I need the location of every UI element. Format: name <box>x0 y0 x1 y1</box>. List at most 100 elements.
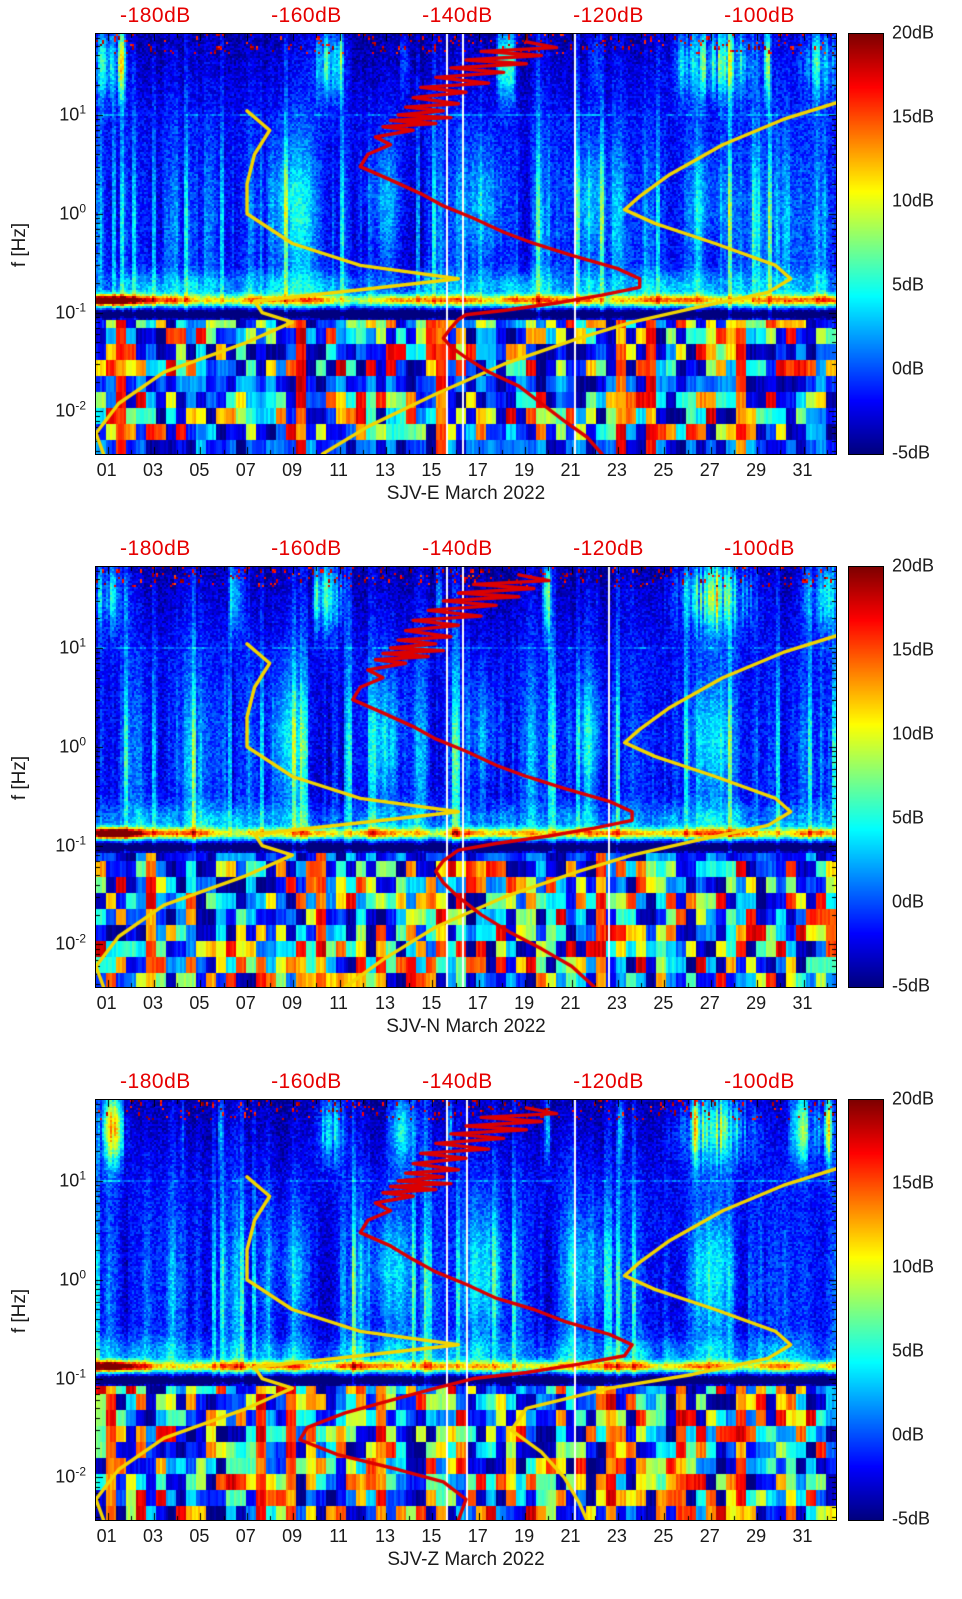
x-tick-label: 29 <box>746 993 767 1013</box>
top-db-tick-label: -120dB <box>573 1070 644 1093</box>
x-tick-label: 05 <box>189 460 210 480</box>
x-tick-label: 03 <box>142 460 163 480</box>
x-tick-label: 23 <box>606 460 627 480</box>
y-tick-label: 10-2 <box>55 398 86 421</box>
panel-title: SJV-Z March 2022 <box>387 1549 545 1570</box>
top-db-tick-label: -160dB <box>271 1070 342 1093</box>
y-tick-label: 10-1 <box>55 833 86 856</box>
x-tick-label: 09 <box>282 993 303 1013</box>
y-tick-labels: 101 100 10-1 10-2 <box>0 533 88 1066</box>
top-db-tick-label: -120dB <box>573 537 644 560</box>
colorbar-tick-label: -5dB <box>892 442 931 463</box>
x-tick-label: 15 <box>421 1526 442 1546</box>
x-tick-label: 19 <box>514 460 535 480</box>
x-tick-label: 01 <box>96 1526 117 1546</box>
top-db-axis: -180dB -160dB -140dB -120dB -100dB <box>95 1070 837 1096</box>
colorbar-gradient <box>849 1100 883 1520</box>
top-db-tick-label: -160dB <box>271 537 342 560</box>
colorbar-tick-label: -5dB <box>892 975 931 996</box>
colorbar-tick-label: 10dB <box>892 1256 935 1277</box>
x-tick-label: 13 <box>374 1526 395 1546</box>
top-db-tick-label: -180dB <box>120 537 191 560</box>
y-tick-label: 10-2 <box>55 931 86 954</box>
y-tick-labels: 101 100 10-1 10-2 <box>0 0 88 533</box>
x-tick-label: 29 <box>746 460 767 480</box>
colorbar-tick-label: 0dB <box>892 891 925 912</box>
colorbar-labels: 20dB 15dB 10dB 5dB 0dB -5dB <box>892 1089 960 1529</box>
x-tick-label: 11 <box>329 993 348 1013</box>
top-db-axis: -180dB -160dB -140dB -120dB -100dB <box>95 4 837 30</box>
x-tick-label: 27 <box>699 460 720 480</box>
top-db-tick-label: -160dB <box>271 4 342 27</box>
x-tick-label: 03 <box>142 993 163 1013</box>
spectrogram-plot <box>95 1099 837 1521</box>
x-tick-label: 19 <box>514 993 535 1013</box>
colorbar-tick-label: -5dB <box>892 1508 931 1529</box>
x-tick-label: 11 <box>329 460 348 480</box>
x-tick-label: 05 <box>189 1526 210 1546</box>
x-tick-label: 21 <box>560 1526 581 1546</box>
panel-title: SJV-N March 2022 <box>386 1016 546 1037</box>
x-tick-label: 13 <box>374 460 395 480</box>
x-tick-label: 25 <box>653 993 674 1013</box>
top-db-tick-label: -100dB <box>724 537 795 560</box>
y-tick-label: 10-1 <box>55 300 86 323</box>
top-db-tick-label: -140dB <box>422 1070 493 1093</box>
x-tick-label: 03 <box>142 1526 163 1546</box>
x-tick-label: 27 <box>699 1526 720 1546</box>
colorbar-tick-label: 5dB <box>892 1340 925 1361</box>
top-db-tick-label: -100dB <box>724 4 795 27</box>
spectrogram-panel-sjv-z: -180dB -160dB -140dB -120dB -100dB f [Hz] 10… <box>0 1066 962 1599</box>
x-tick-label: 19 <box>514 1526 535 1546</box>
colorbar-tick-label: 15dB <box>892 639 935 660</box>
x-tick-label: 05 <box>189 993 210 1013</box>
x-tick-label: 17 <box>467 460 488 480</box>
colorbar-tick-label: 0dB <box>892 1424 925 1445</box>
x-tick-label: 31 <box>792 460 813 480</box>
x-tick-label: 07 <box>235 460 256 480</box>
top-db-tick-label: -120dB <box>573 4 644 27</box>
colorbar-labels: 20dB 15dB 10dB 5dB 0dB -5dB <box>892 23 960 463</box>
x-tick-label: 21 <box>560 460 581 480</box>
x-tick-label: 25 <box>653 460 674 480</box>
y-tick-label: 10-2 <box>55 1464 86 1487</box>
x-tick-label: 17 <box>467 1526 488 1546</box>
colorbar <box>848 1099 884 1521</box>
y-tick-labels: 101 100 10-1 10-2 <box>0 1066 88 1599</box>
x-tick-label: 21 <box>560 993 581 1013</box>
y-tick-label: 100 <box>59 1267 86 1290</box>
x-tick-label: 13 <box>374 993 395 1013</box>
colorbar-tick-label: 5dB <box>892 274 925 295</box>
colorbar-gradient <box>849 34 883 454</box>
x-tick-label: 31 <box>792 993 813 1013</box>
y-tick-label: 101 <box>59 102 86 125</box>
top-db-tick-label: -140dB <box>422 4 493 27</box>
spectrogram-canvas <box>96 567 836 987</box>
x-tick-label: 09 <box>282 460 303 480</box>
colorbar <box>848 566 884 988</box>
x-tick-labels: 01 03 05 07 09 11 13 15 17 19 21 23 25 27 29 31 <box>95 993 837 1015</box>
spectrogram-plot <box>95 33 837 455</box>
colorbar-tick-label: 15dB <box>892 106 935 127</box>
x-tick-label: 25 <box>653 1526 674 1546</box>
colorbar-labels: 20dB 15dB 10dB 5dB 0dB -5dB <box>892 556 960 996</box>
y-tick-label: 101 <box>59 1168 86 1191</box>
top-db-tick-label: -100dB <box>724 1070 795 1093</box>
spectrogram-panel-sjv-e: -180dB -160dB -140dB -120dB -100dB f [Hz] 10… <box>0 0 962 533</box>
colorbar-tick-label: 20dB <box>892 1088 935 1109</box>
x-tick-label: 23 <box>606 1526 627 1546</box>
top-db-tick-label: -180dB <box>120 4 191 27</box>
colorbar-tick-label: 5dB <box>892 807 925 828</box>
x-tick-label: 17 <box>467 993 488 1013</box>
x-tick-label: 27 <box>699 993 720 1013</box>
x-tick-label: 01 <box>96 993 117 1013</box>
x-tick-label: 07 <box>235 993 256 1013</box>
x-tick-label: 29 <box>746 1526 767 1546</box>
y-tick-label: 10-1 <box>55 1366 86 1389</box>
x-tick-label: 11 <box>329 1526 348 1546</box>
top-db-tick-label: -180dB <box>120 1070 191 1093</box>
colorbar <box>848 33 884 455</box>
spectrogram-panel-sjv-n: -180dB -160dB -140dB -120dB -100dB f [Hz] 10… <box>0 533 962 1066</box>
x-tick-labels: 01 03 05 07 09 11 13 15 17 19 21 23 25 27 29 31 <box>95 1526 837 1548</box>
colorbar-tick-label: 10dB <box>892 190 935 211</box>
